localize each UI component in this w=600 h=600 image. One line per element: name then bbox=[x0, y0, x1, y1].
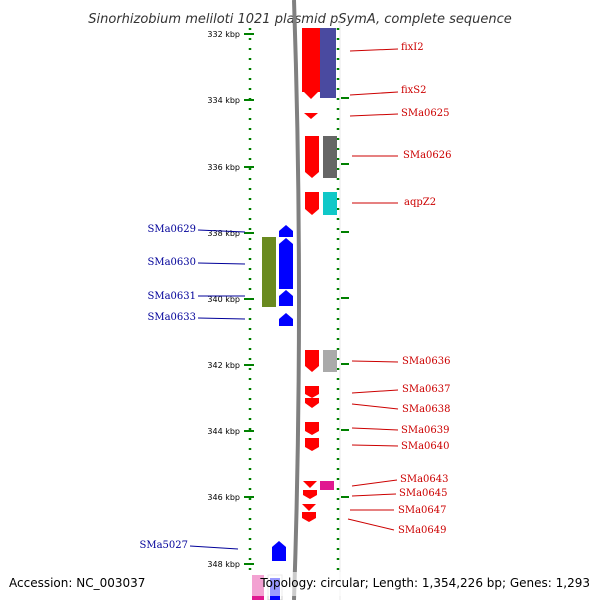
scale-tick: 336 kbp bbox=[207, 163, 254, 172]
gene-label[interactable]: SMa0643 bbox=[400, 474, 449, 485]
scale-ticks: 332 kbp 334 kbp 336 kbp 338 kbp 340 kbp … bbox=[207, 30, 349, 569]
gene-label[interactable]: SMa0637 bbox=[402, 384, 451, 395]
gene-SMa0640[interactable] bbox=[305, 438, 319, 451]
gene-label[interactable]: fixS2 bbox=[401, 85, 427, 96]
gene-label[interactable]: SMa0647 bbox=[398, 505, 447, 516]
tick-label: 338 kbp bbox=[207, 229, 240, 238]
gene-SMa0638[interactable] bbox=[305, 398, 319, 408]
gene-aqpZ2[interactable] bbox=[305, 192, 319, 215]
gene-label[interactable]: aqpZ2 bbox=[404, 197, 436, 208]
gene-SMa0647[interactable] bbox=[302, 504, 316, 511]
gene-SMa0626[interactable] bbox=[305, 136, 319, 178]
map-title: Sinorhizobium meliloti 1021 plasmid pSym… bbox=[88, 12, 511, 27]
gene-SMa0625[interactable] bbox=[304, 113, 318, 119]
forward-genes bbox=[302, 28, 337, 522]
gene-label[interactable]: fixI2 bbox=[401, 42, 424, 53]
scale-tick: 342 kbp bbox=[207, 361, 254, 370]
cog-feature-SMa0636 bbox=[323, 350, 337, 372]
gene-label[interactable]: SMa0629 bbox=[147, 224, 196, 235]
tick-label: 340 kbp bbox=[207, 295, 240, 304]
gene-SMa0645[interactable] bbox=[303, 490, 317, 499]
scale-tick: 344 kbp bbox=[207, 427, 254, 436]
scale-tick: 346 kbp bbox=[207, 493, 254, 502]
gene-SMa0639[interactable] bbox=[305, 422, 319, 435]
gene-label[interactable]: SMa0649 bbox=[398, 525, 447, 536]
gene-label[interactable]: SMa0631 bbox=[147, 291, 196, 302]
gene-SMa0633[interactable] bbox=[279, 313, 293, 326]
gene-SMa0636[interactable] bbox=[305, 350, 319, 372]
gene-label[interactable]: SMa0630 bbox=[147, 257, 196, 268]
tick-label: 344 kbp bbox=[207, 427, 240, 436]
gene-fixI2[interactable] bbox=[302, 28, 320, 92]
footer-backdrop bbox=[0, 572, 600, 596]
gene-SMa0630[interactable] bbox=[279, 238, 293, 289]
gene-label[interactable]: SMa0633 bbox=[147, 312, 196, 323]
gene-label[interactable]: SMa0626 bbox=[403, 150, 452, 161]
tick-label: 332 kbp bbox=[207, 30, 240, 39]
accession-text: Accession: NC_003037 bbox=[9, 576, 145, 590]
cog-feature-SMa0626 bbox=[323, 136, 337, 178]
tick-label: 346 kbp bbox=[207, 493, 240, 502]
cog-feature-SMa0643 bbox=[320, 481, 334, 490]
gene-label[interactable]: SMa0625 bbox=[401, 108, 450, 119]
gene-label[interactable]: SMa0645 bbox=[399, 488, 448, 499]
gene-SMa0629[interactable] bbox=[279, 225, 293, 237]
gene-label[interactable]: SMa0639 bbox=[401, 425, 450, 436]
tick-label: 342 kbp bbox=[207, 361, 240, 370]
gene-label[interactable]: SMa5027 bbox=[139, 540, 188, 551]
scale-tick: 340 kbp bbox=[207, 295, 254, 304]
gene-SMa0637[interactable] bbox=[305, 386, 319, 398]
scale-tick: 338 kbp bbox=[207, 229, 254, 238]
topology-text: Topology: circular; Length: 1,354,226 bp… bbox=[259, 576, 590, 590]
gene-SMa5027[interactable] bbox=[272, 541, 286, 561]
left-labels: SMa0629 SMa0630 SMa0631 SMa0633 SMa5027 bbox=[139, 224, 246, 551]
gene-fixS2[interactable] bbox=[304, 92, 318, 99]
gene-SMa0631[interactable] bbox=[279, 290, 293, 306]
gene-label[interactable]: SMa0640 bbox=[401, 441, 450, 452]
tick-label: 348 kbp bbox=[207, 560, 240, 569]
scale-tick: 334 kbp bbox=[207, 96, 254, 105]
tick-label: 334 kbp bbox=[207, 96, 240, 105]
cog-feature-fixI2 bbox=[320, 28, 336, 98]
gene-label[interactable]: SMa0638 bbox=[402, 404, 451, 415]
gene-label[interactable]: SMa0636 bbox=[402, 356, 451, 367]
sequence-backbone bbox=[292, 0, 301, 600]
scale-tick: 348 kbp bbox=[207, 560, 254, 569]
right-labels: fixI2 fixS2 SMa0625 SMa0626 aqpZ2 SMa063… bbox=[347, 42, 452, 536]
gene-SMa0643[interactable] bbox=[303, 481, 317, 488]
cog-feature-SMa0630 bbox=[262, 237, 276, 307]
gene-SMa0649[interactable] bbox=[302, 512, 316, 522]
reverse-genes bbox=[262, 225, 293, 561]
cog-feature-aqpZ2 bbox=[323, 192, 337, 215]
tick-label: 336 kbp bbox=[207, 163, 240, 172]
scale-tick: 332 kbp bbox=[207, 30, 254, 39]
